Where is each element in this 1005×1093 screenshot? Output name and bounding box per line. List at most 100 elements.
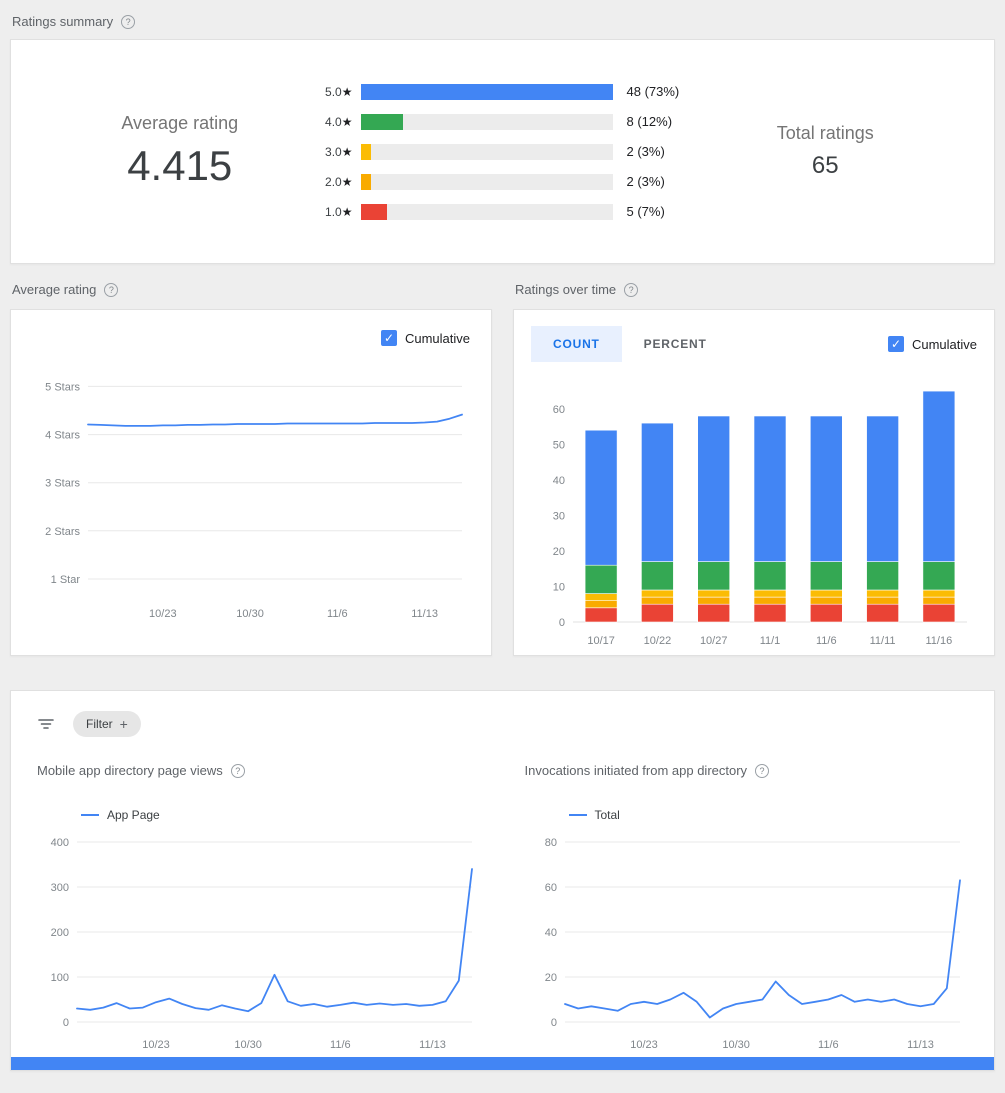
invocations-column: Invocations initiated from app directory… — [525, 757, 969, 1054]
total-ratings-label: Total ratings — [776, 123, 874, 143]
average-rating-value: 4.415 — [127, 142, 233, 189]
star-icon: ★ — [341, 204, 353, 219]
filter-row: Filter + — [37, 705, 968, 757]
rating-row-count: 2 (3%) — [626, 174, 665, 189]
cumulative-control: ✓ Cumulative — [26, 322, 476, 358]
rating-bar-track — [360, 173, 613, 190]
svg-text:20: 20 — [553, 546, 565, 558]
rating-row-label: 3.0★ — [325, 144, 353, 159]
rating-distribution: 5.0★ 48 (73%) 4.0★ 8 (12%) 3.0★ 2 (3%) 2.0★ 2 (… — [313, 73, 693, 231]
invocations-legend-label: Total — [594, 808, 620, 822]
cumulative-label: Cumulative — [911, 336, 977, 352]
rating-row-count: 2 (3%) — [626, 144, 665, 159]
page-views-column: Mobile app directory page views ? App Pa… — [37, 757, 481, 1054]
legend-line-icon — [81, 814, 99, 816]
ratings-summary-card: Average rating 4.415 5.0★ 48 (73%) 4.0★ 8 (… — [10, 39, 995, 264]
average-rating-chart: 5 Stars 4 Stars 3 Stars 2 Stars 1 Star 10/23 1… — [45, 381, 463, 620]
rating-row: 2.0★ 2 (3%) — [313, 171, 693, 193]
total-ratings-value: 65 — [811, 152, 839, 179]
cumulative-checkbox-ratings-over-time[interactable]: ✓ — [887, 336, 904, 352]
ratings-over-time-chart: 0 10 20 30 40 50 60 10/17 10/22 10/27 11/1 11/6 11/1… — [553, 390, 967, 647]
svg-text:4 Stars: 4 Stars — [45, 430, 80, 442]
filter-button[interactable]: Filter + — [73, 711, 141, 737]
ratings-over-time-section-header: Ratings over time ? — [515, 282, 993, 297]
help-icon[interactable]: ? — [624, 282, 639, 297]
svg-text:11/6: 11/6 — [816, 635, 837, 647]
svg-text:100: 100 — [51, 972, 69, 984]
star-icon: ★ — [341, 114, 353, 129]
invocations-chart: 0 20 40 60 80 10/23 10/30 11/6 11/13 — [544, 837, 961, 1051]
svg-text:10/23: 10/23 — [142, 1039, 170, 1051]
svg-text:11/13: 11/13 — [907, 1039, 934, 1051]
rating-row-label: 4.0★ — [325, 114, 353, 129]
footer-accent-bar — [11, 1057, 994, 1070]
svg-text:300: 300 — [51, 882, 69, 894]
rating-row-count: 8 (12%) — [626, 114, 673, 129]
svg-text:0: 0 — [550, 1017, 556, 1029]
rating-row-label: 1.0★ — [325, 204, 353, 219]
rating-row: 3.0★ 2 (3%) — [313, 141, 693, 163]
svg-text:2 Stars: 2 Stars — [45, 526, 80, 538]
svg-text:11/6: 11/6 — [327, 608, 348, 620]
rating-bar-fill — [360, 113, 403, 130]
help-icon[interactable]: ? — [104, 282, 119, 297]
ratings-over-time-section-title: Ratings over time — [515, 282, 617, 297]
rating-bar-fill — [360, 143, 371, 160]
svg-text:50: 50 — [553, 439, 565, 451]
average-rating-section-header: Average rating ? — [12, 282, 490, 297]
cumulative-control: ✓ Cumulative — [887, 336, 977, 352]
rating-bar-track — [360, 83, 613, 100]
cumulative-checkbox-average-rating[interactable]: ✓ — [380, 330, 397, 346]
rating-bar-fill — [360, 173, 371, 190]
svg-text:40: 40 — [544, 927, 556, 939]
ratings-summary-title: Ratings summary — [12, 14, 114, 29]
ratings-summary-header: Ratings summary ? — [12, 14, 993, 29]
rating-bar-track — [360, 113, 613, 130]
svg-text:11/11: 11/11 — [870, 635, 896, 647]
rating-bar-track — [360, 203, 613, 220]
rating-bar-fill — [360, 203, 387, 220]
rating-row: 4.0★ 8 (12%) — [313, 111, 693, 133]
svg-text:20: 20 — [544, 972, 556, 984]
svg-text:10/17: 10/17 — [587, 635, 615, 647]
rating-row: 1.0★ 5 (7%) — [313, 201, 693, 223]
svg-text:10/30: 10/30 — [236, 608, 264, 620]
svg-text:0: 0 — [559, 617, 565, 629]
rating-row-count: 5 (7%) — [626, 204, 665, 219]
svg-text:11/1: 11/1 — [760, 635, 781, 647]
ratings-over-time-controls: COUNT PERCENT ✓ Cumulative — [529, 322, 979, 372]
svg-text:10/23: 10/23 — [149, 608, 177, 620]
svg-text:11/13: 11/13 — [419, 1039, 446, 1051]
svg-text:60: 60 — [544, 882, 556, 894]
star-icon: ★ — [341, 174, 353, 189]
tab-percent[interactable]: PERCENT — [622, 326, 729, 362]
rating-row-count: 48 (73%) — [626, 84, 680, 99]
help-icon[interactable]: ? — [755, 763, 770, 778]
rating-bar-fill — [360, 83, 613, 100]
average-rating-label: Average rating — [121, 113, 239, 133]
help-icon[interactable]: ? — [121, 14, 136, 29]
svg-text:30: 30 — [553, 510, 565, 522]
cumulative-label: Cumulative — [404, 330, 470, 346]
svg-text:80: 80 — [544, 837, 556, 849]
svg-text:0: 0 — [63, 1017, 69, 1029]
average-rating-chart-card: ✓ Cumulative 5 Stars 4 Stars 3 Stars 2 Star… — [10, 309, 492, 656]
svg-text:10/30: 10/30 — [722, 1039, 750, 1051]
svg-text:11/13: 11/13 — [411, 608, 438, 620]
star-icon: ★ — [341, 144, 353, 159]
page-views-chart: 0 100 200 300 400 10/23 10/30 11/6 11/13 — [51, 837, 473, 1051]
rating-row: 5.0★ 48 (73%) — [313, 81, 693, 103]
star-icon: ★ — [341, 84, 353, 99]
svg-text:200: 200 — [51, 927, 69, 939]
svg-text:60: 60 — [553, 404, 565, 416]
rating-row-label: 5.0★ — [325, 84, 353, 99]
ratings-over-time-chart-card: COUNT PERCENT ✓ Cumulative 0 10 20 30 40 50 60… — [513, 309, 995, 656]
svg-text:10/23: 10/23 — [630, 1039, 658, 1051]
svg-text:11/6: 11/6 — [330, 1039, 351, 1051]
total-ratings-block: Total ratings 65 — [693, 123, 959, 180]
tab-count[interactable]: COUNT — [531, 326, 622, 362]
invocations-title: Invocations initiated from app directory — [524, 763, 748, 778]
rating-row-label: 2.0★ — [325, 174, 353, 189]
help-icon[interactable]: ? — [230, 763, 245, 778]
